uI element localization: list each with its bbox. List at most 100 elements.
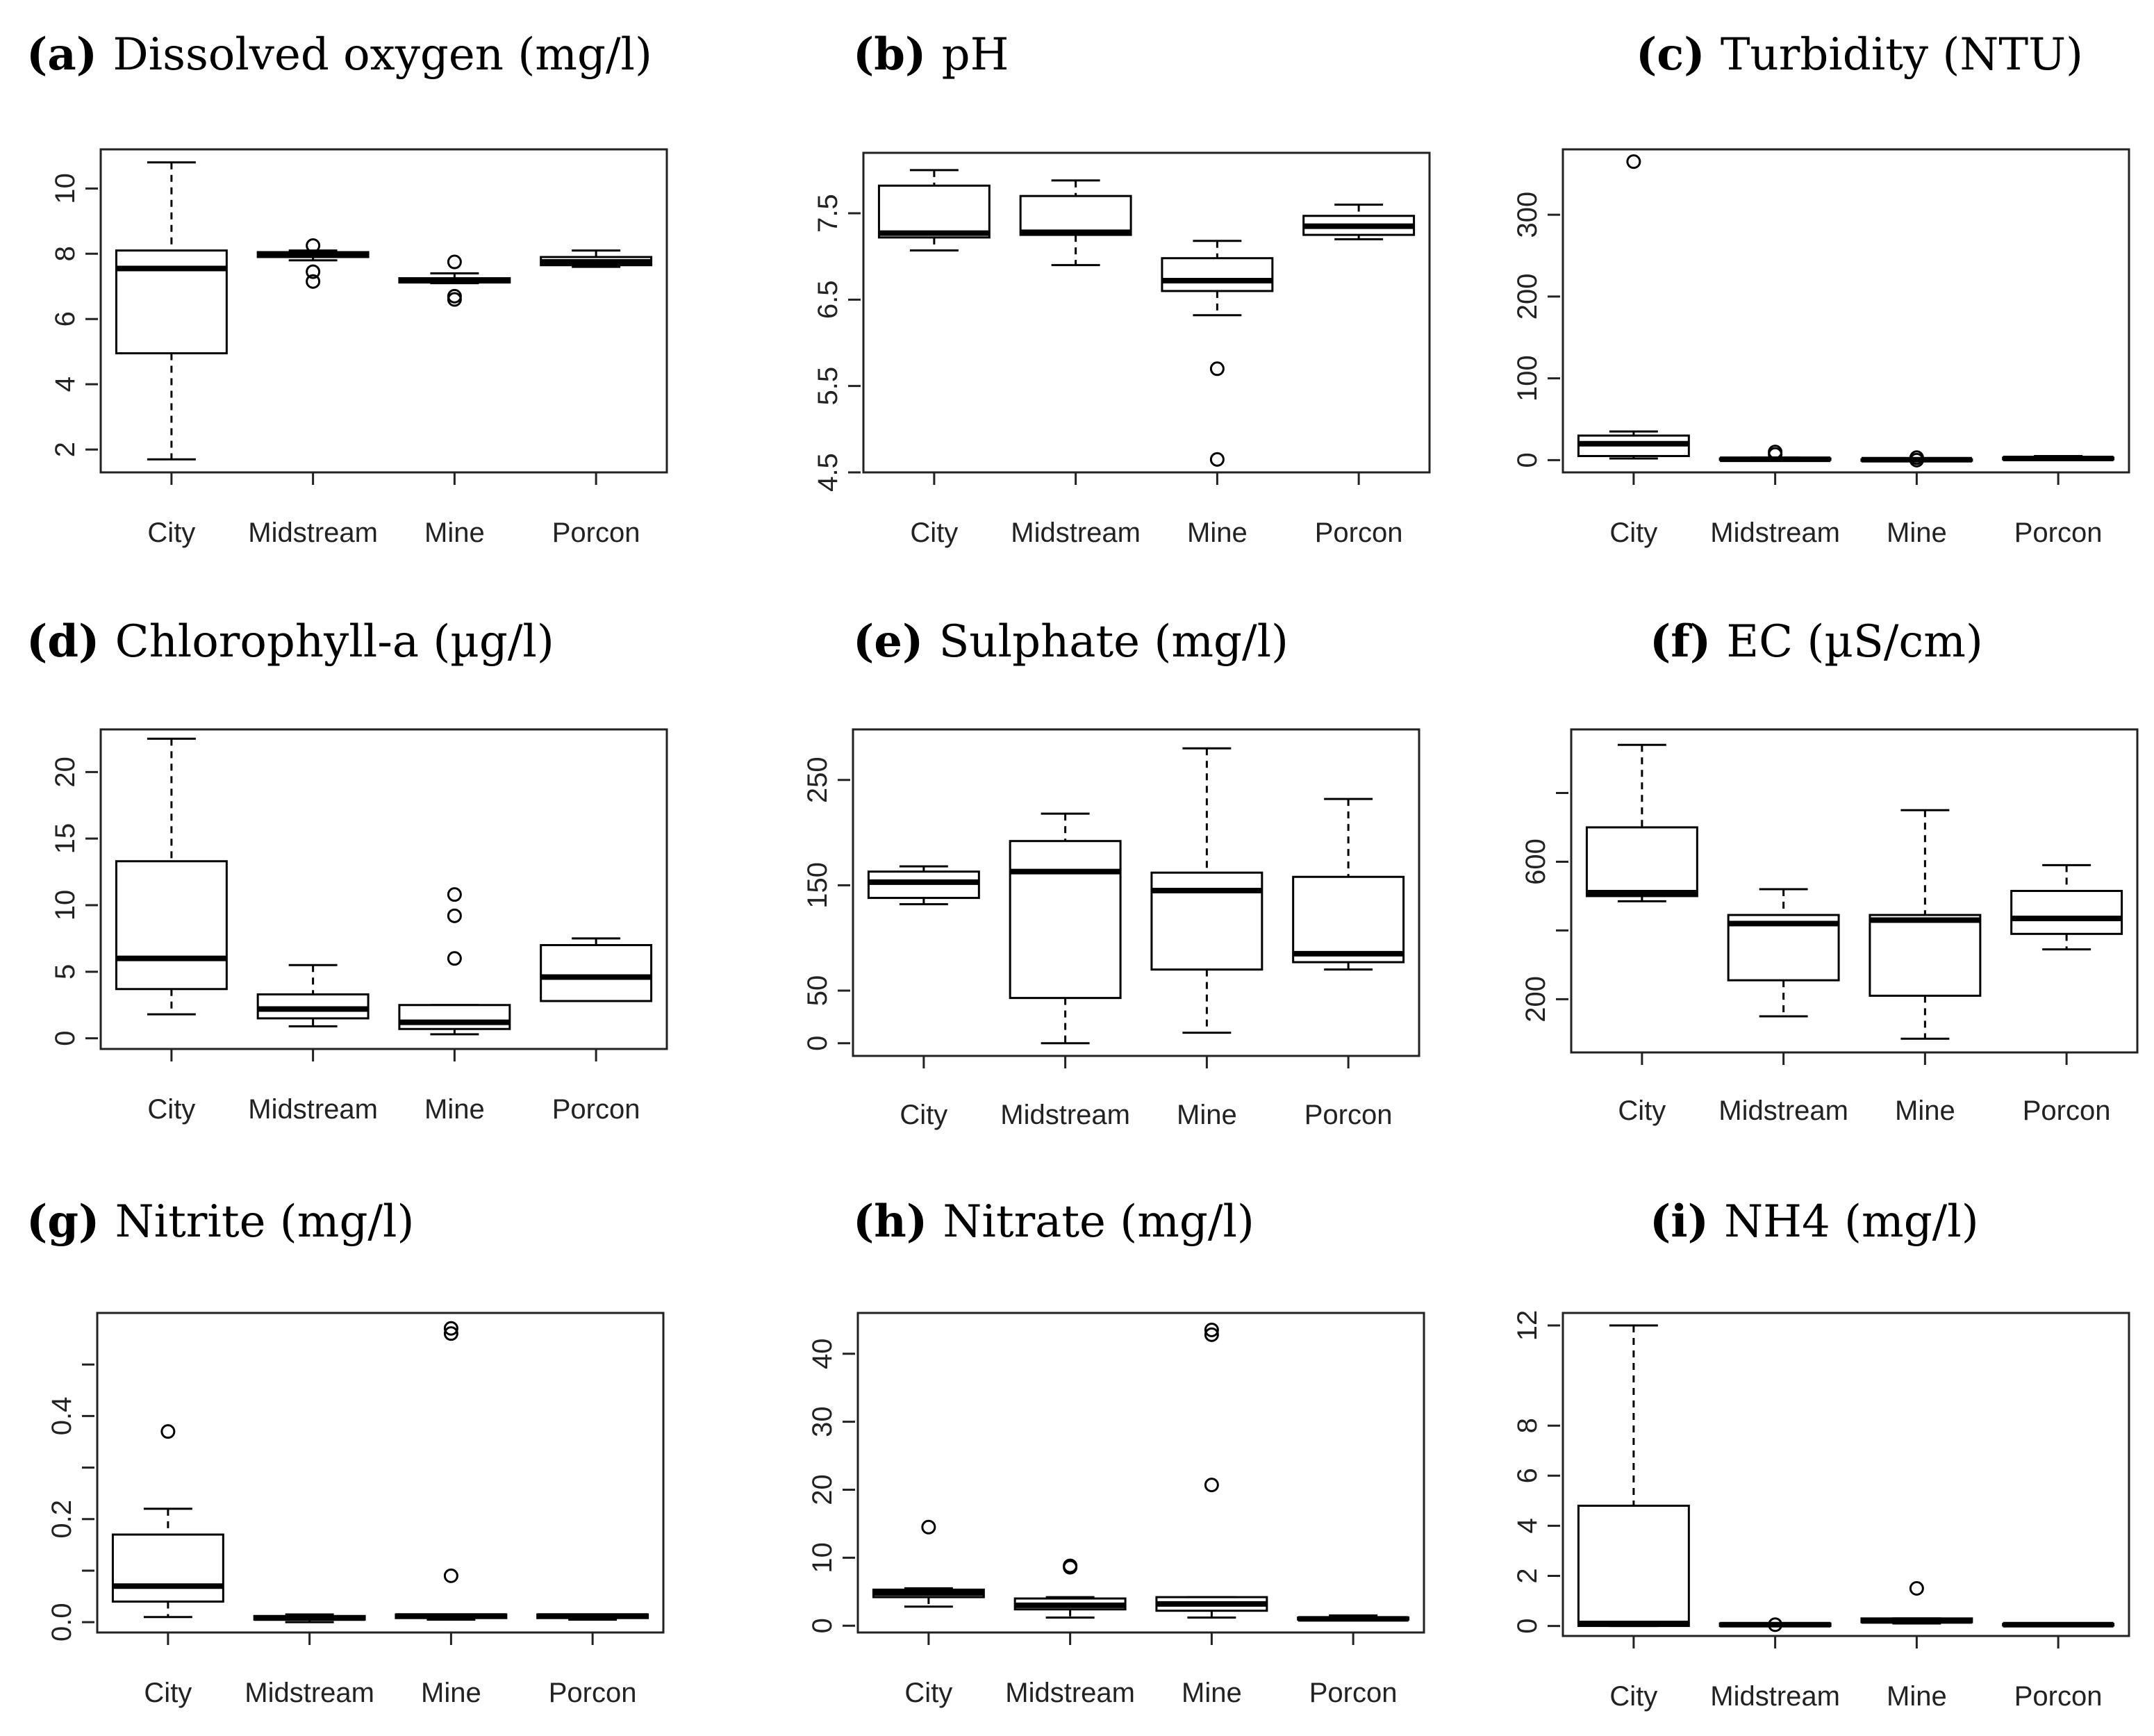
y-tick-label: 30 xyxy=(807,1406,838,1437)
box-city: City xyxy=(115,161,228,548)
panel-title: (d) Chlorophyll-a (µg/l) xyxy=(26,615,554,668)
y-tick-label: 20 xyxy=(807,1474,838,1505)
box-midstream: Midstream xyxy=(1718,888,1848,1126)
panel-b: (b) pH 4.5 5.5 6.5 7.5 City Midstream Mine Porco… xyxy=(813,28,1431,548)
y-tick-label: 200 xyxy=(1512,274,1543,320)
iqr-box xyxy=(398,1004,511,1030)
panel-letter: (c) xyxy=(1636,28,1721,81)
outlier-point xyxy=(1626,154,1641,170)
iqr-box xyxy=(111,1533,224,1603)
x-category-label: Mine xyxy=(1887,518,1947,548)
panel-title-text: Dissolved oxygen (mg/l) xyxy=(113,29,652,81)
iqr-box xyxy=(1009,840,1122,1000)
panel-c: (c) Turbidity (NTU) 0 100 200 300 City Midstre… xyxy=(1512,28,2130,548)
y-tick-label: 15 xyxy=(50,823,81,854)
plot-frame xyxy=(1561,1312,2130,1637)
y-tick-label: 100 xyxy=(1512,355,1543,402)
outlier-point xyxy=(160,1424,176,1439)
iqr-box xyxy=(115,860,228,991)
box-porcon: Porcon xyxy=(536,1613,649,1708)
outlier-point xyxy=(306,274,321,289)
panel-letter: (d) xyxy=(26,615,115,668)
panel-title: (a) Dissolved oxygen (mg/l) xyxy=(26,28,652,81)
y-tick-label: 8 xyxy=(50,246,81,261)
plot-frame xyxy=(99,148,668,474)
x-category-label: Midstream xyxy=(248,518,378,548)
y-tick-label: 0.0 xyxy=(47,1603,77,1642)
x-category-label: Mine xyxy=(424,518,485,548)
panel-title-text: EC (µS/cm) xyxy=(1726,616,1983,668)
x-category-label: City xyxy=(144,1678,192,1708)
y-tick-label: 5.5 xyxy=(813,367,843,406)
plot-frame xyxy=(96,1312,665,1634)
y-tick-label: 4 xyxy=(50,377,81,392)
panel-title: (g) Nitrite (mg/l) xyxy=(26,1196,414,1248)
box-city: City xyxy=(877,169,991,548)
outlier-point xyxy=(1768,447,1783,462)
x-category-label: City xyxy=(904,1678,952,1708)
x-category-label: City xyxy=(910,518,958,548)
outlier-point xyxy=(443,1326,458,1341)
x-category-label: Porcon xyxy=(1304,1100,1393,1130)
box-city: City xyxy=(867,865,980,1130)
outlier-point xyxy=(1209,361,1225,377)
box-mine: Mine xyxy=(1860,450,1973,548)
x-category-label: Midstream xyxy=(245,1678,374,1708)
outlier-point xyxy=(1204,1327,1219,1342)
y-tick-label: 20 xyxy=(50,757,81,788)
y-tick-label: 5 xyxy=(50,964,81,979)
y-tick-label: 0 xyxy=(50,1031,81,1046)
y-tick-label: 0 xyxy=(1512,452,1543,468)
y-tick-label: 10 xyxy=(807,1542,838,1573)
panel-letter: (b) xyxy=(853,28,942,81)
box-midstream: Midstream xyxy=(245,1613,374,1708)
x-category-label: Mine xyxy=(1187,518,1248,548)
x-category-label: City xyxy=(147,1094,195,1125)
panel-h: (h) Nitrate (mg/l) 0 10 20 30 40 City Midstream… xyxy=(807,1196,1425,1708)
outlier-point xyxy=(306,264,321,279)
y-tick-label: 600 xyxy=(1521,838,1551,885)
outlier-point xyxy=(1204,1478,1219,1493)
y-tick-label: 10 xyxy=(50,890,81,921)
outlier-point xyxy=(1909,1581,1924,1596)
y-tick-label: 2 xyxy=(50,442,81,457)
y-tick-label: 150 xyxy=(802,862,833,909)
iqr-box xyxy=(1869,914,1982,997)
panel-title: (b) pH xyxy=(853,28,1009,81)
iqr-box xyxy=(2010,890,2123,935)
panel-e: (e) Sulphate (mg/l) 0 50 150 250 City Midstrea… xyxy=(802,615,1420,1130)
x-category-label: Porcon xyxy=(549,1678,637,1708)
x-category-label: Porcon xyxy=(2014,518,2103,548)
panel-title-text: Nitrate (mg/l) xyxy=(943,1196,1254,1248)
x-category-label: Midstream xyxy=(1718,1096,1848,1126)
box-midstream: Midstream xyxy=(248,964,378,1125)
box-mine: Mine xyxy=(1860,1581,1973,1712)
panel-letter: (g) xyxy=(26,1196,115,1248)
y-tick-label: 6.5 xyxy=(813,281,843,320)
y-tick-label: 0 xyxy=(802,1036,833,1051)
box-mine: Mine xyxy=(1155,1322,1268,1708)
x-category-label: Midstream xyxy=(1005,1678,1135,1708)
panel-i: (i) NH4 (mg/l) 0 2 4 6 8 12 City Midstream Mine Po… xyxy=(1512,1196,2130,1712)
x-category-label: Porcon xyxy=(552,1094,640,1125)
x-category-label: Porcon xyxy=(552,518,640,548)
y-tick-label: 0.2 xyxy=(47,1500,77,1539)
box-mine: Mine xyxy=(395,1321,508,1708)
outlier-point xyxy=(447,292,462,307)
outlier-point xyxy=(1909,452,1924,468)
box-city: City xyxy=(115,737,228,1125)
box-porcon: Porcon xyxy=(2002,1621,2115,1712)
panel-letter: (i) xyxy=(1650,1196,1724,1248)
iqr-box xyxy=(1019,195,1132,236)
box-midstream: Midstream xyxy=(1000,812,1130,1130)
iqr-box xyxy=(1292,875,1405,964)
outlier-point xyxy=(1209,452,1225,467)
outlier-point xyxy=(447,254,462,270)
panel-letter: (h) xyxy=(853,1196,943,1248)
box-mine: Mine xyxy=(398,254,511,548)
iqr-box xyxy=(1161,257,1274,292)
plot-frame xyxy=(99,728,668,1050)
box-porcon: Porcon xyxy=(2010,863,2123,1126)
outlier-point xyxy=(447,951,462,966)
panel-title-text: Turbidity (NTU) xyxy=(1721,29,2083,81)
